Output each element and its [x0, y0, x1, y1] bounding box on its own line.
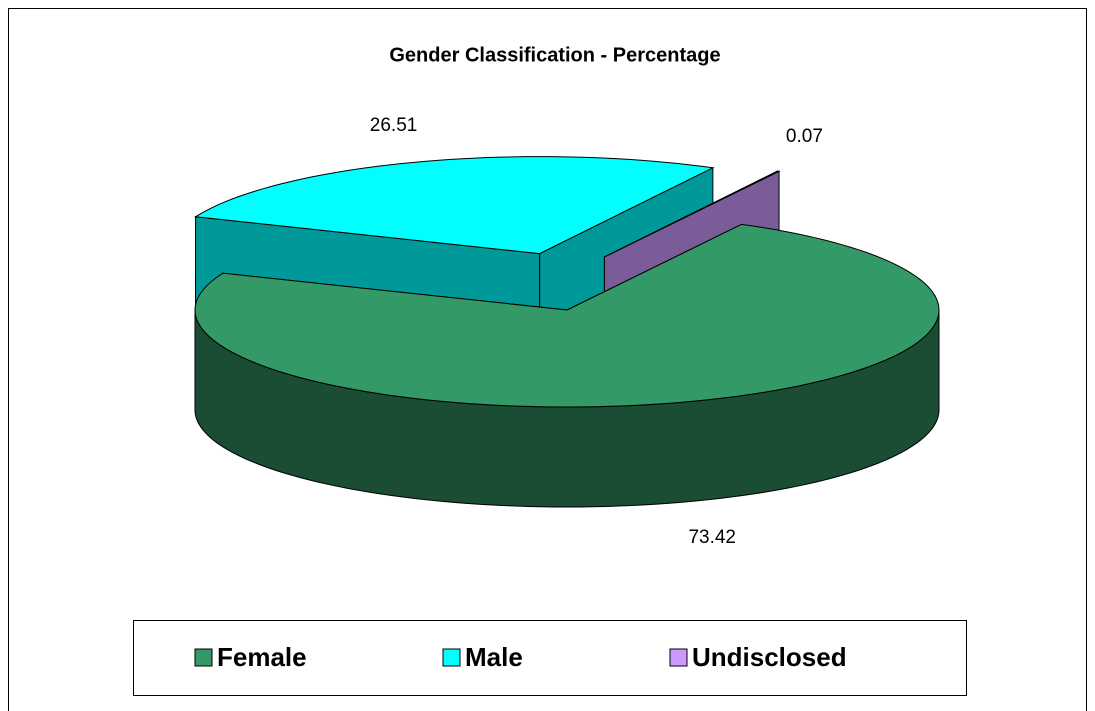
legend-swatch [194, 648, 213, 667]
chart-title: Gender Classification - Percentage [389, 44, 720, 66]
data-label: 0.07 [786, 126, 823, 147]
slice [194, 156, 715, 255]
data-label: 73.42 [688, 527, 736, 548]
legend-label: Female [217, 642, 307, 672]
legend-swatch [669, 648, 688, 667]
slice [604, 170, 781, 258]
legend-label: Undisclosed [692, 642, 847, 672]
legend-swatch [442, 648, 461, 667]
slice [194, 223, 940, 408]
data-label: 26.51 [370, 115, 418, 136]
chart-border [8, 8, 1087, 711]
legend [133, 620, 967, 696]
legend-label: Male [465, 642, 523, 672]
